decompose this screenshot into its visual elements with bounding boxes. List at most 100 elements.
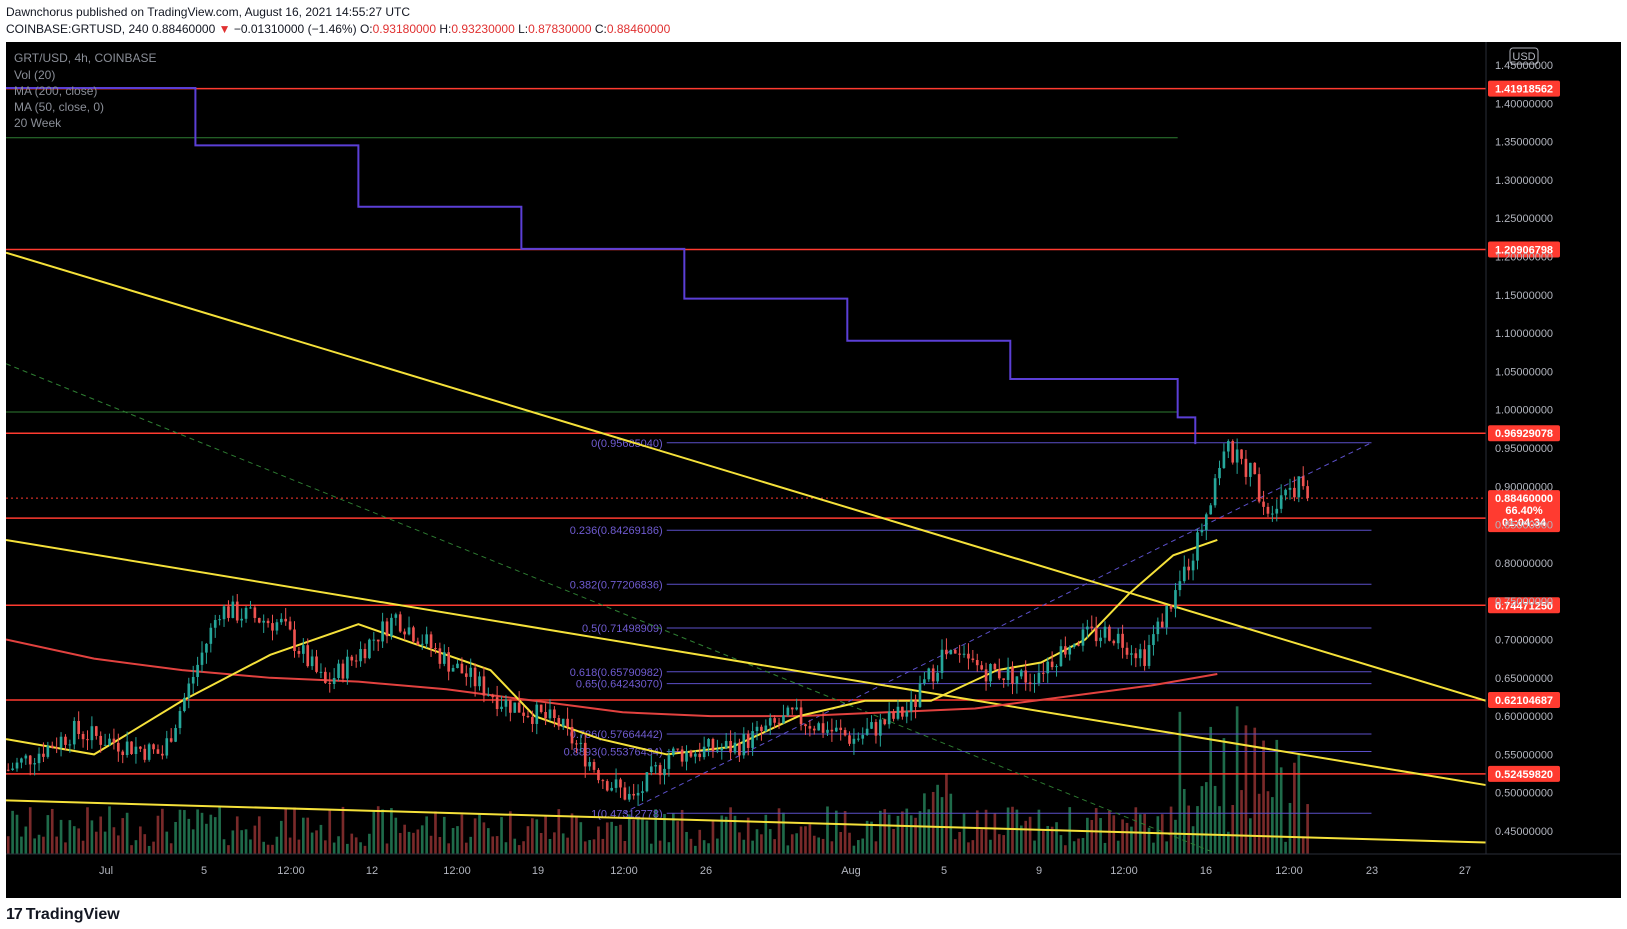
candle[interactable] bbox=[143, 748, 147, 760]
candle[interactable] bbox=[359, 649, 362, 662]
candle[interactable] bbox=[597, 769, 600, 781]
candle[interactable] bbox=[627, 793, 631, 800]
candle[interactable] bbox=[848, 735, 851, 744]
candle[interactable] bbox=[55, 747, 58, 749]
candle[interactable] bbox=[548, 709, 552, 719]
candle[interactable] bbox=[997, 669, 1001, 679]
candle[interactable] bbox=[821, 723, 825, 733]
candle[interactable] bbox=[15, 762, 19, 769]
candle[interactable] bbox=[804, 724, 807, 727]
candle[interactable] bbox=[209, 627, 213, 644]
candle[interactable] bbox=[227, 606, 230, 618]
candle[interactable] bbox=[1006, 666, 1010, 680]
price-chart[interactable]: 1.419185621.209067980.969290780.85845156… bbox=[6, 42, 1621, 898]
candle[interactable] bbox=[1103, 626, 1107, 638]
candle[interactable] bbox=[235, 601, 239, 621]
candle[interactable] bbox=[416, 641, 420, 645]
candle[interactable] bbox=[874, 722, 878, 736]
candle[interactable] bbox=[1077, 644, 1080, 646]
candle[interactable] bbox=[962, 653, 966, 655]
chart-frame[interactable]: 1.419185621.209067980.969290780.85845156… bbox=[6, 42, 1621, 898]
candle[interactable] bbox=[376, 639, 380, 642]
candle[interactable] bbox=[297, 650, 301, 654]
candle[interactable] bbox=[165, 738, 169, 756]
candle[interactable] bbox=[887, 711, 891, 725]
candle[interactable] bbox=[302, 645, 305, 654]
candle[interactable] bbox=[1271, 513, 1274, 515]
candle[interactable] bbox=[738, 742, 741, 756]
candle[interactable] bbox=[319, 671, 323, 673]
candle[interactable] bbox=[619, 779, 622, 788]
candle[interactable] bbox=[275, 622, 279, 631]
candle[interactable] bbox=[649, 766, 653, 773]
candle[interactable] bbox=[751, 731, 754, 748]
candle[interactable] bbox=[28, 755, 32, 765]
candle[interactable] bbox=[808, 726, 812, 729]
candle[interactable] bbox=[795, 707, 798, 710]
candle[interactable] bbox=[918, 683, 922, 707]
legend-ma50[interactable]: MA (50, close, 0) bbox=[14, 100, 104, 114]
candle[interactable] bbox=[1165, 605, 1168, 628]
candle[interactable] bbox=[77, 720, 80, 734]
candle[interactable] bbox=[561, 718, 565, 727]
candle[interactable] bbox=[729, 740, 732, 753]
candle[interactable] bbox=[1055, 666, 1058, 668]
candle[interactable] bbox=[174, 728, 177, 742]
candle[interactable] bbox=[350, 656, 354, 661]
candle[interactable] bbox=[11, 768, 14, 770]
twenty-week-line[interactable] bbox=[6, 86, 1197, 445]
candle[interactable] bbox=[310, 656, 314, 667]
candle[interactable] bbox=[1156, 621, 1160, 635]
candle[interactable] bbox=[464, 673, 468, 677]
candle[interactable] bbox=[1174, 590, 1177, 609]
candle[interactable] bbox=[799, 707, 803, 725]
candle[interactable] bbox=[720, 748, 724, 751]
trendline[interactable] bbox=[6, 251, 1487, 702]
candle[interactable] bbox=[1222, 451, 1226, 468]
candle[interactable] bbox=[641, 791, 644, 793]
candle[interactable] bbox=[1231, 441, 1235, 463]
candle[interactable] bbox=[117, 742, 120, 752]
candle[interactable] bbox=[940, 649, 944, 673]
candle[interactable] bbox=[213, 620, 217, 628]
candle[interactable] bbox=[1116, 633, 1120, 644]
candle[interactable] bbox=[1028, 682, 1032, 684]
candle[interactable] bbox=[971, 658, 975, 660]
candle[interactable] bbox=[403, 631, 406, 635]
candle[interactable] bbox=[473, 667, 477, 687]
candle[interactable] bbox=[1094, 628, 1098, 642]
candle[interactable] bbox=[482, 676, 486, 696]
candle[interactable] bbox=[843, 730, 847, 736]
candle[interactable] bbox=[601, 780, 605, 782]
candle[interactable] bbox=[1064, 646, 1067, 655]
candle[interactable] bbox=[1143, 649, 1146, 666]
current-price-badge[interactable] bbox=[1488, 490, 1560, 533]
candle[interactable] bbox=[746, 733, 750, 748]
candle[interactable] bbox=[1235, 449, 1239, 463]
candle[interactable] bbox=[94, 726, 98, 736]
candle[interactable] bbox=[830, 729, 834, 732]
candle[interactable] bbox=[1196, 532, 1199, 561]
candle[interactable] bbox=[1019, 670, 1023, 677]
candle[interactable] bbox=[861, 734, 865, 739]
candle[interactable] bbox=[927, 668, 931, 680]
candle[interactable] bbox=[989, 664, 992, 682]
candle[interactable] bbox=[81, 733, 85, 740]
candle[interactable] bbox=[1134, 653, 1138, 659]
candle[interactable] bbox=[680, 749, 684, 762]
candle[interactable] bbox=[1209, 505, 1213, 515]
legend-volume[interactable]: Vol (20) bbox=[14, 68, 55, 82]
candle[interactable] bbox=[583, 742, 587, 767]
candle[interactable] bbox=[1086, 626, 1089, 630]
candle[interactable] bbox=[42, 753, 45, 757]
candle[interactable] bbox=[883, 719, 887, 725]
ma200-line[interactable] bbox=[6, 638, 1218, 718]
candle[interactable] bbox=[456, 663, 459, 669]
candle[interactable] bbox=[1081, 629, 1085, 646]
candle[interactable] bbox=[865, 728, 869, 735]
candle[interactable] bbox=[249, 607, 252, 609]
candle[interactable] bbox=[266, 620, 270, 624]
candle[interactable] bbox=[1169, 605, 1173, 609]
candle[interactable] bbox=[487, 694, 490, 696]
candle[interactable] bbox=[901, 706, 904, 717]
